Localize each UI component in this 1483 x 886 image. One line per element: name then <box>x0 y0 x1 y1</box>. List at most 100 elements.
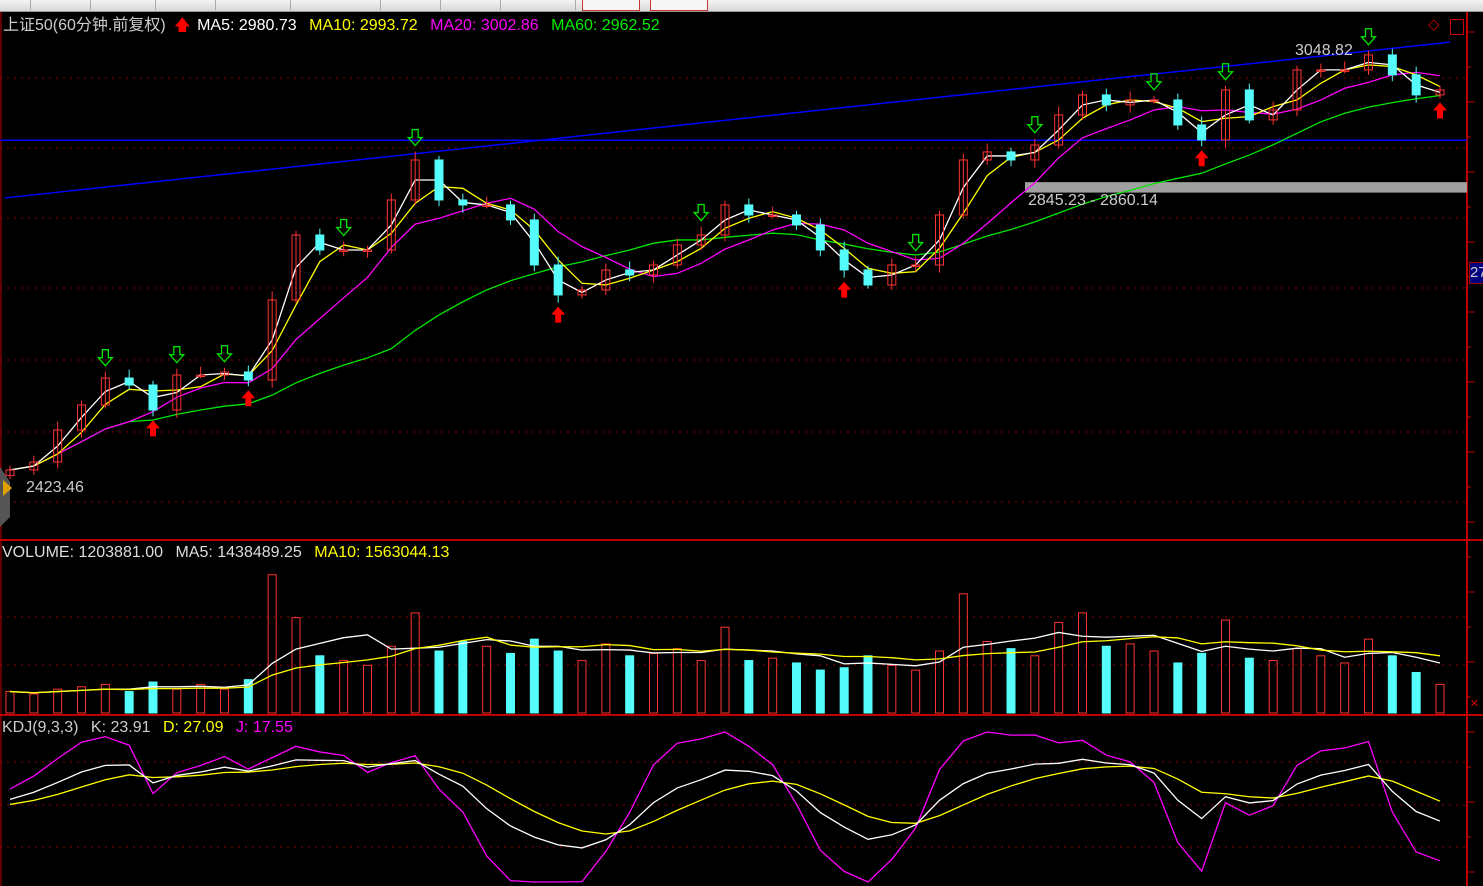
menu-tab[interactable] <box>90 0 156 10</box>
candle-down <box>458 199 468 206</box>
red-up-arrow-icon <box>146 420 160 437</box>
menu-tab-active[interactable] <box>582 0 640 11</box>
volume-bar <box>1316 655 1326 714</box>
candle-up <box>720 204 730 236</box>
volume-bar <box>172 688 182 714</box>
candle-down <box>744 204 754 216</box>
play-marker-icon <box>3 480 12 496</box>
volume-bar <box>482 645 492 714</box>
volume-bar <box>1125 643 1135 714</box>
ma60-label: MA60: 2962.52 <box>551 17 660 34</box>
candle-up <box>410 159 420 201</box>
volume-bar <box>553 650 563 714</box>
volume-bar <box>935 650 944 714</box>
volume-bar <box>410 612 420 714</box>
candle-up <box>220 371 229 376</box>
menu-tab[interactable] <box>215 0 291 10</box>
volume-bar <box>29 693 39 714</box>
stock-chart[interactable] <box>0 12 1483 886</box>
green-down-arrow-icon <box>907 233 925 252</box>
volume-bar <box>1221 619 1230 714</box>
green-down-arrow-icon <box>1217 63 1234 81</box>
candle-up <box>339 249 349 252</box>
close-pane-icon[interactable]: × <box>1470 695 1479 712</box>
menu-tab[interactable] <box>0 0 31 10</box>
volume-bar <box>363 664 372 714</box>
volume-bar <box>887 664 897 714</box>
candle-down <box>1101 94 1111 106</box>
menu-tab[interactable] <box>500 0 576 10</box>
candle-down <box>529 219 539 266</box>
red-up-arrow-icon <box>551 306 566 323</box>
candle-down <box>839 249 849 271</box>
volume-bar <box>1244 657 1254 714</box>
menu-tab[interactable] <box>380 0 441 10</box>
volume-bar <box>243 679 253 714</box>
volume-bar <box>863 655 873 714</box>
low-price-label: 2423.46 <box>26 479 84 496</box>
volume-legend: VOLUME: 1203881.00 MA5: 1438489.25 MA10:… <box>2 544 457 562</box>
volume-ma5-label: MA5: 1438489.25 <box>175 544 302 561</box>
candle-up <box>1364 54 1373 71</box>
candle-down <box>1244 89 1254 121</box>
menu-bar <box>0 0 1483 12</box>
candle-up <box>887 264 897 286</box>
candle-down <box>1173 99 1183 126</box>
candle-up <box>267 299 277 381</box>
volume-ma10-label: MA10: 1563044.13 <box>314 544 450 561</box>
green-down-arrow-icon <box>1026 116 1044 134</box>
candle-up <box>1340 69 1350 72</box>
menu-tab[interactable] <box>290 0 381 10</box>
volume-bar <box>315 655 325 714</box>
candle-down <box>625 269 635 276</box>
volume-bar <box>53 688 63 714</box>
menu-tab[interactable] <box>155 0 216 10</box>
candle-down <box>243 371 253 381</box>
candle-down <box>148 384 158 411</box>
candle-up <box>482 204 492 207</box>
candle-up <box>696 234 706 246</box>
candle-up <box>1292 69 1302 111</box>
kdj-title: KDJ(9,3,3) <box>2 719 79 736</box>
volume-bar <box>720 626 730 714</box>
price-band <box>1025 182 1467 193</box>
volume-bar <box>601 643 611 714</box>
green-down-arrow-icon <box>1145 73 1163 91</box>
candle-up <box>172 374 182 411</box>
volume-bar <box>958 593 968 714</box>
menu-tab[interactable] <box>30 0 91 10</box>
red-up-arrow-icon <box>1433 102 1447 119</box>
volume-bar <box>220 688 229 714</box>
menu-tab-active[interactable] <box>650 0 708 11</box>
candle-up <box>53 429 63 463</box>
volume-bar <box>625 655 635 714</box>
menu-tab[interactable] <box>440 0 501 10</box>
candle-up <box>1030 144 1040 161</box>
candle-up <box>1054 114 1064 146</box>
volume-bar <box>291 617 301 714</box>
scroll-handle <box>0 467 10 527</box>
diamond-icon[interactable]: ◇ <box>1428 16 1440 33</box>
volume-bar <box>1101 645 1111 714</box>
volume-bar <box>529 638 539 714</box>
volume-bar <box>672 648 682 714</box>
candle-down <box>1411 74 1421 96</box>
volume-bar <box>1030 655 1040 714</box>
volume-bar <box>1006 648 1016 714</box>
candle-up <box>1221 89 1230 141</box>
candle-up <box>935 214 944 266</box>
green-down-arrow-icon <box>692 203 710 222</box>
green-down-arrow-icon <box>335 218 353 237</box>
red-up-arrow-icon <box>241 390 256 407</box>
red-up-arrow-icon: 🡅 <box>174 17 191 34</box>
candle-up <box>911 264 921 267</box>
volume-bar <box>1149 650 1159 714</box>
green-down-arrow-icon <box>216 345 233 363</box>
kdj-d-label: D: 27.09 <box>162 719 224 736</box>
candle-down <box>506 204 515 221</box>
window-toggle-icon[interactable] <box>1450 19 1464 35</box>
candle-up <box>386 199 396 251</box>
volume-bar <box>506 652 515 714</box>
kdj-k-line <box>9 758 1441 849</box>
price-legend: 上证50(60分钟.前复权) 🡅 MA5: 2980.73 MA10: 2993… <box>3 17 668 35</box>
